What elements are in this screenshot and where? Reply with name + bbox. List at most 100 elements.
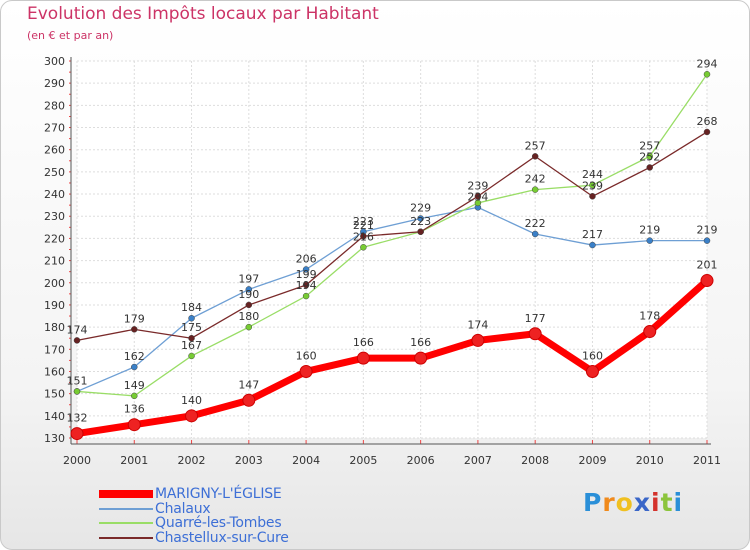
data-point [531, 186, 539, 193]
data-label: 268 [697, 115, 718, 128]
data-point [474, 193, 482, 200]
series-line-1 [76, 206, 708, 393]
data-point [585, 364, 599, 378]
data-point [188, 334, 195, 342]
x-tick-label: 2005 [349, 454, 377, 467]
x-tick-label: 2006 [407, 454, 435, 467]
data-point [127, 418, 141, 432]
series-line-0 [73, 277, 711, 438]
y-tick-label: 230 [44, 210, 65, 223]
data-label: 239 [582, 179, 603, 192]
y-tick-label: 240 [44, 188, 65, 201]
data-point [302, 266, 310, 273]
data-label: 174 [467, 318, 488, 331]
data-label: 219 [697, 224, 718, 237]
data-point [531, 230, 539, 238]
data-label: 194 [296, 279, 317, 292]
data-point [417, 228, 424, 236]
data-point [302, 281, 310, 289]
data-point [643, 325, 657, 339]
series-layer [70, 71, 714, 441]
data-label: 206 [296, 252, 317, 265]
series-line-2 [76, 73, 708, 397]
data-point [131, 326, 138, 333]
data-point [474, 199, 482, 207]
data-label: 229 [410, 201, 431, 214]
data-label: 151 [67, 374, 88, 387]
logo-letter: x [633, 488, 651, 517]
data-label: 234 [467, 190, 488, 203]
logo-letter: i [673, 488, 684, 517]
data-point [528, 327, 542, 341]
logo-letter: t [660, 488, 674, 517]
data-label: 167 [181, 339, 202, 352]
chart-subtitle: (en € et par an) [27, 29, 114, 42]
data-point [302, 292, 310, 300]
data-label: 166 [353, 336, 374, 349]
data-point [185, 409, 199, 423]
chart-title: Evolution des Impôts locaux par Habitant [27, 4, 379, 24]
data-point [356, 351, 370, 365]
legend-label: Chalaux [155, 500, 211, 517]
data-label: 219 [639, 224, 660, 237]
data-point [360, 232, 367, 240]
data-point [188, 314, 195, 322]
data-label: 223 [410, 215, 431, 228]
data-point [646, 153, 653, 160]
data-point [646, 164, 653, 171]
legend-label: MARIGNY-L'ÉGLISE [155, 486, 282, 502]
data-point [417, 215, 424, 222]
data-point [245, 323, 253, 331]
logo-letter: r [602, 488, 616, 517]
data-label: 257 [639, 139, 660, 152]
data-label: 294 [697, 57, 718, 70]
data-label: 244 [582, 168, 603, 181]
y-tick-label: 200 [44, 277, 65, 290]
data-point [188, 352, 195, 360]
axes: 130 140 150 160 170 180 190 200 210 220 230 240 250 2… [44, 55, 721, 467]
y-tick-label: 300 [44, 55, 65, 68]
x-tick-label: 2001 [120, 454, 148, 467]
data-label: 149 [124, 379, 145, 392]
data-label: 257 [525, 139, 546, 152]
x-tick-label: 2002 [178, 454, 206, 467]
data-point [73, 337, 81, 344]
data-point [589, 241, 596, 249]
data-label: 178 [639, 310, 660, 323]
data-label: 177 [525, 312, 546, 325]
data-label: 175 [181, 321, 202, 334]
data-label: 174 [67, 323, 88, 336]
data-label: 166 [410, 336, 431, 349]
data-label: 190 [238, 288, 259, 301]
data-point [703, 128, 711, 136]
data-point [700, 274, 714, 288]
data-point [131, 392, 138, 400]
data-point [245, 301, 253, 309]
x-tick-label: 2009 [578, 454, 606, 467]
x-tick-label: 2010 [636, 454, 664, 467]
x-tick-label: 2000 [63, 454, 91, 467]
y-tick-label: 180 [44, 321, 65, 334]
x-tick-label: 2003 [235, 454, 263, 467]
data-label: 201 [697, 259, 718, 272]
data-point [245, 286, 253, 293]
legend-label: Chastellux-sur-Cure [155, 529, 289, 546]
data-label: 160 [296, 349, 317, 362]
y-tick-label: 270 [44, 122, 65, 135]
data-label: 239 [467, 179, 488, 192]
data-point [360, 244, 367, 251]
legend-swatch [99, 536, 153, 539]
y-tick-label: 160 [44, 365, 65, 378]
logo-letter: P [583, 488, 603, 517]
data-label: 147 [238, 378, 259, 391]
data-point [646, 237, 653, 244]
y-tick-label: 210 [44, 255, 65, 268]
x-tick-label: 2011 [693, 454, 721, 467]
y-tick-label: 290 [44, 77, 65, 90]
data-point [73, 388, 81, 395]
y-tick-label: 130 [44, 432, 65, 445]
grid [76, 60, 708, 439]
data-point [531, 153, 539, 160]
data-label: 160 [582, 349, 603, 362]
